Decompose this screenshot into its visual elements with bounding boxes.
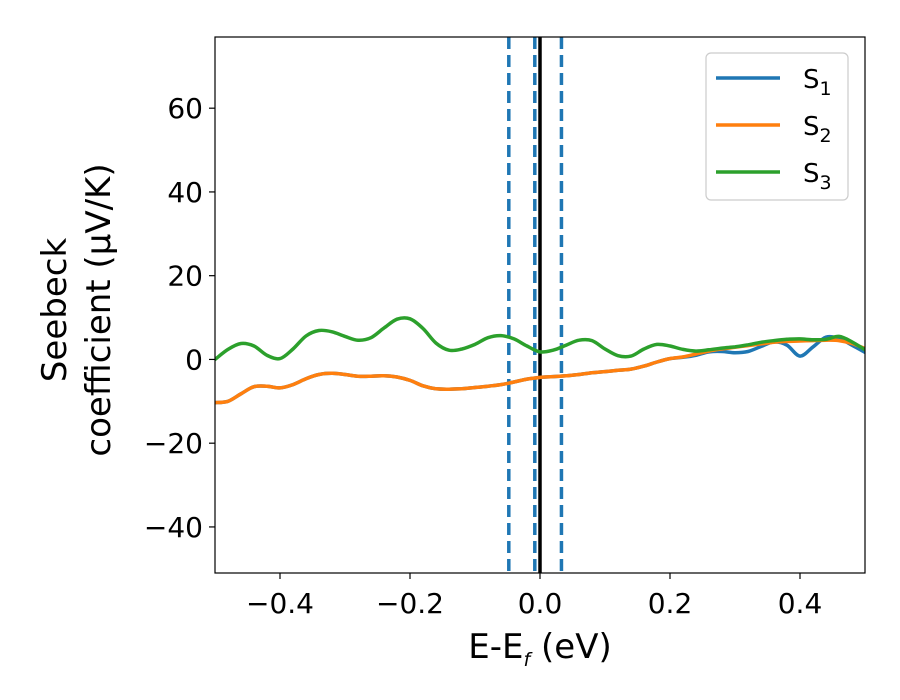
x-tick-label: −0.2 [376, 587, 444, 620]
y-axis-title-line1: Seebeck [35, 238, 75, 383]
x-axis-title: E-Ef (eV) [468, 627, 611, 671]
y-tick-label: 20 [167, 260, 203, 293]
y-tick-label: 0 [185, 343, 203, 376]
y-tick-label: −20 [144, 427, 203, 460]
x-tick-label: 0.4 [778, 587, 823, 620]
y-tick-label: −40 [144, 511, 203, 544]
x-tick-label: 0.2 [648, 587, 693, 620]
legend-label-s2: S2 [803, 112, 832, 147]
legend-label-s1: S1 [803, 65, 832, 100]
plot-area [215, 37, 865, 573]
y-tick-label: 60 [167, 92, 203, 125]
y-tick-label: 40 [167, 176, 203, 209]
series-line-s3 [215, 316, 865, 362]
y-axis-title-line2: coefficient (μV/K) [79, 163, 119, 456]
x-tick-label: −0.4 [246, 587, 314, 620]
legend: S1 S2 S3 [705, 52, 849, 201]
legend-label-s3: S3 [803, 159, 832, 194]
axis-ticks: −0.4 −0.2 0.0 0.2 0.4 −40 −20 0 20 40 60 [144, 92, 822, 620]
x-tick-label: 0.0 [518, 587, 563, 620]
y-axis-title: Seebeck coefficient (μV/K) [35, 163, 119, 456]
